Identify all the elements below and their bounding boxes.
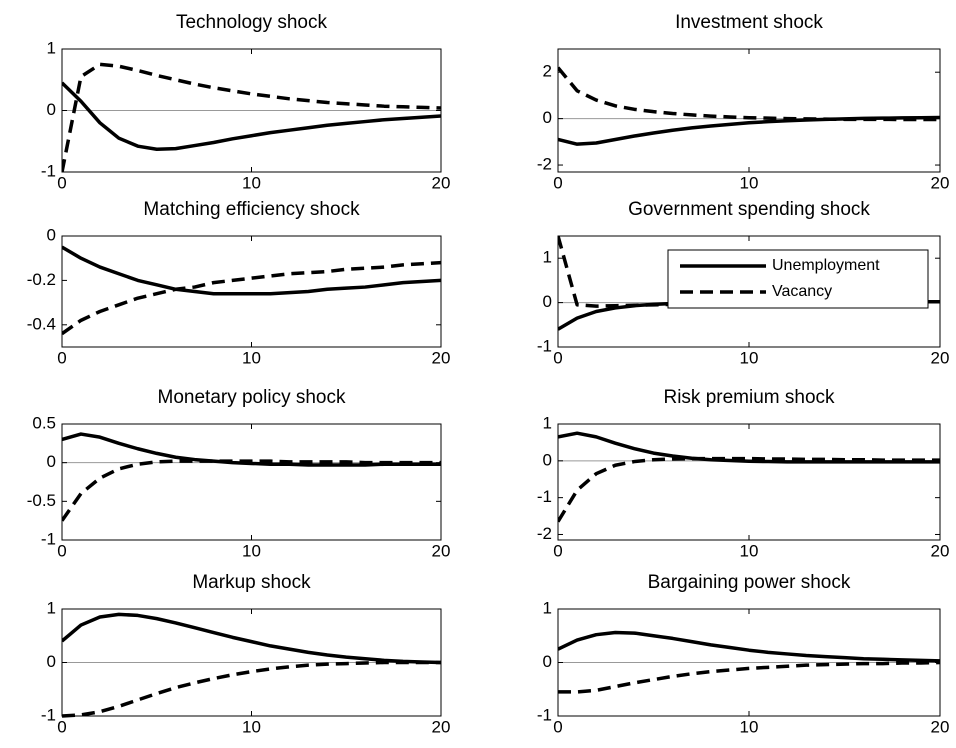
y-tick-label: 0 [47, 452, 56, 471]
series-line [62, 260, 441, 336]
x-tick-label: 0 [553, 717, 562, 736]
x-tick-label: 0 [553, 541, 562, 560]
plot-area [558, 630, 940, 694]
y-tick-label: -1 [41, 705, 56, 724]
x-tick-label: 20 [931, 173, 950, 192]
subplot-title: Monetary policy shock [158, 387, 346, 408]
y-tick-label: 0 [47, 652, 56, 671]
y-tick-label: 0.5 [32, 413, 56, 432]
subplot-title: Investment shock [675, 12, 823, 33]
y-tick-label: -1 [537, 487, 552, 506]
y-tick-label: 1 [543, 248, 552, 267]
x-tick-label: 10 [740, 541, 759, 560]
series-line [62, 432, 441, 467]
series-line [62, 660, 441, 718]
subplot-title: Risk premium shock [663, 387, 835, 408]
y-tick-label: 0 [47, 100, 56, 119]
subplot-title: Bargaining power shock [648, 572, 851, 593]
x-tick-label: 10 [242, 717, 261, 736]
y-tick-label: 0 [543, 108, 552, 127]
x-tick-label: 0 [57, 717, 66, 736]
subplot: Monetary policy shock 0 10 20 -1 -0.5 0 0.5 [27, 387, 451, 560]
plot-area [62, 612, 441, 718]
subplot-title: Technology shock [176, 12, 328, 33]
series-line [558, 431, 940, 464]
series-line [62, 612, 441, 665]
y-tick-label: -1 [537, 336, 552, 355]
y-tick-label: -2 [537, 155, 552, 174]
axes-box [61, 423, 442, 541]
plot-area [62, 432, 441, 522]
plot-area [62, 62, 441, 173]
y-tick-label: 2 [543, 62, 552, 81]
x-tick-label: 10 [740, 717, 759, 736]
x-tick-label: 0 [553, 173, 562, 192]
y-tick-label: -0.2 [27, 270, 56, 289]
series-line [62, 81, 441, 151]
x-tick-label: 20 [432, 717, 451, 736]
y-tick-label: 0 [543, 652, 552, 671]
series-line [558, 66, 940, 122]
y-tick-label: -0.4 [27, 314, 56, 333]
legend-label: Unemployment [772, 257, 880, 274]
x-tick-label: 10 [242, 541, 261, 560]
x-tick-label: 0 [57, 541, 66, 560]
x-tick-label: 20 [931, 541, 950, 560]
x-tick-label: 20 [432, 348, 451, 367]
y-tick-label: -1 [41, 161, 56, 180]
legend-label: Vacancy [772, 283, 832, 300]
x-tick-label: 0 [553, 348, 562, 367]
y-tick-label: 0 [543, 450, 552, 469]
x-tick-label: 20 [931, 717, 950, 736]
y-tick-label: 1 [543, 413, 552, 432]
subplot-title: Markup shock [192, 572, 311, 593]
x-tick-label: 0 [57, 173, 66, 192]
series-line [62, 459, 441, 522]
legend-box [667, 249, 929, 309]
x-tick-label: 10 [740, 348, 759, 367]
y-tick-label: 1 [47, 38, 56, 57]
y-tick-label: 1 [543, 598, 552, 617]
axes-box [557, 48, 941, 173]
y-tick-label: 0 [543, 292, 552, 311]
x-tick-label: 10 [242, 348, 261, 367]
subplot: Risk premium shock 0 10 20 -2 -1 0 1 [537, 387, 950, 560]
y-tick-label: -1 [41, 529, 56, 548]
x-tick-label: 20 [432, 173, 451, 192]
x-tick-label: 20 [432, 541, 451, 560]
y-tick-label: 0 [47, 225, 56, 244]
y-tick-label: -0.5 [27, 491, 56, 510]
series-line [62, 62, 441, 173]
series-line [558, 660, 940, 694]
y-tick-label: -1 [537, 705, 552, 724]
series-line [558, 115, 940, 146]
y-tick-label: -2 [537, 524, 552, 543]
x-tick-label: 10 [740, 173, 759, 192]
x-tick-label: 20 [931, 348, 950, 367]
subplot-title: Matching efficiency shock [143, 199, 360, 220]
plot-area [558, 431, 940, 523]
axes-box [61, 235, 442, 348]
plot-area [558, 66, 940, 146]
y-tick-label: 1 [47, 598, 56, 617]
x-tick-label: 0 [57, 348, 66, 367]
subplot: Matching efficiency shock 0 10 20 -0.4 -0.2 0 [27, 199, 451, 367]
x-tick-label: 10 [242, 173, 261, 192]
plot-area [62, 245, 441, 336]
series-line [558, 630, 940, 663]
series-line [62, 245, 441, 296]
subplot-title: Government spending shock [628, 199, 870, 220]
legend: Unemployment Vacancy [667, 249, 929, 309]
series-line [558, 456, 940, 523]
